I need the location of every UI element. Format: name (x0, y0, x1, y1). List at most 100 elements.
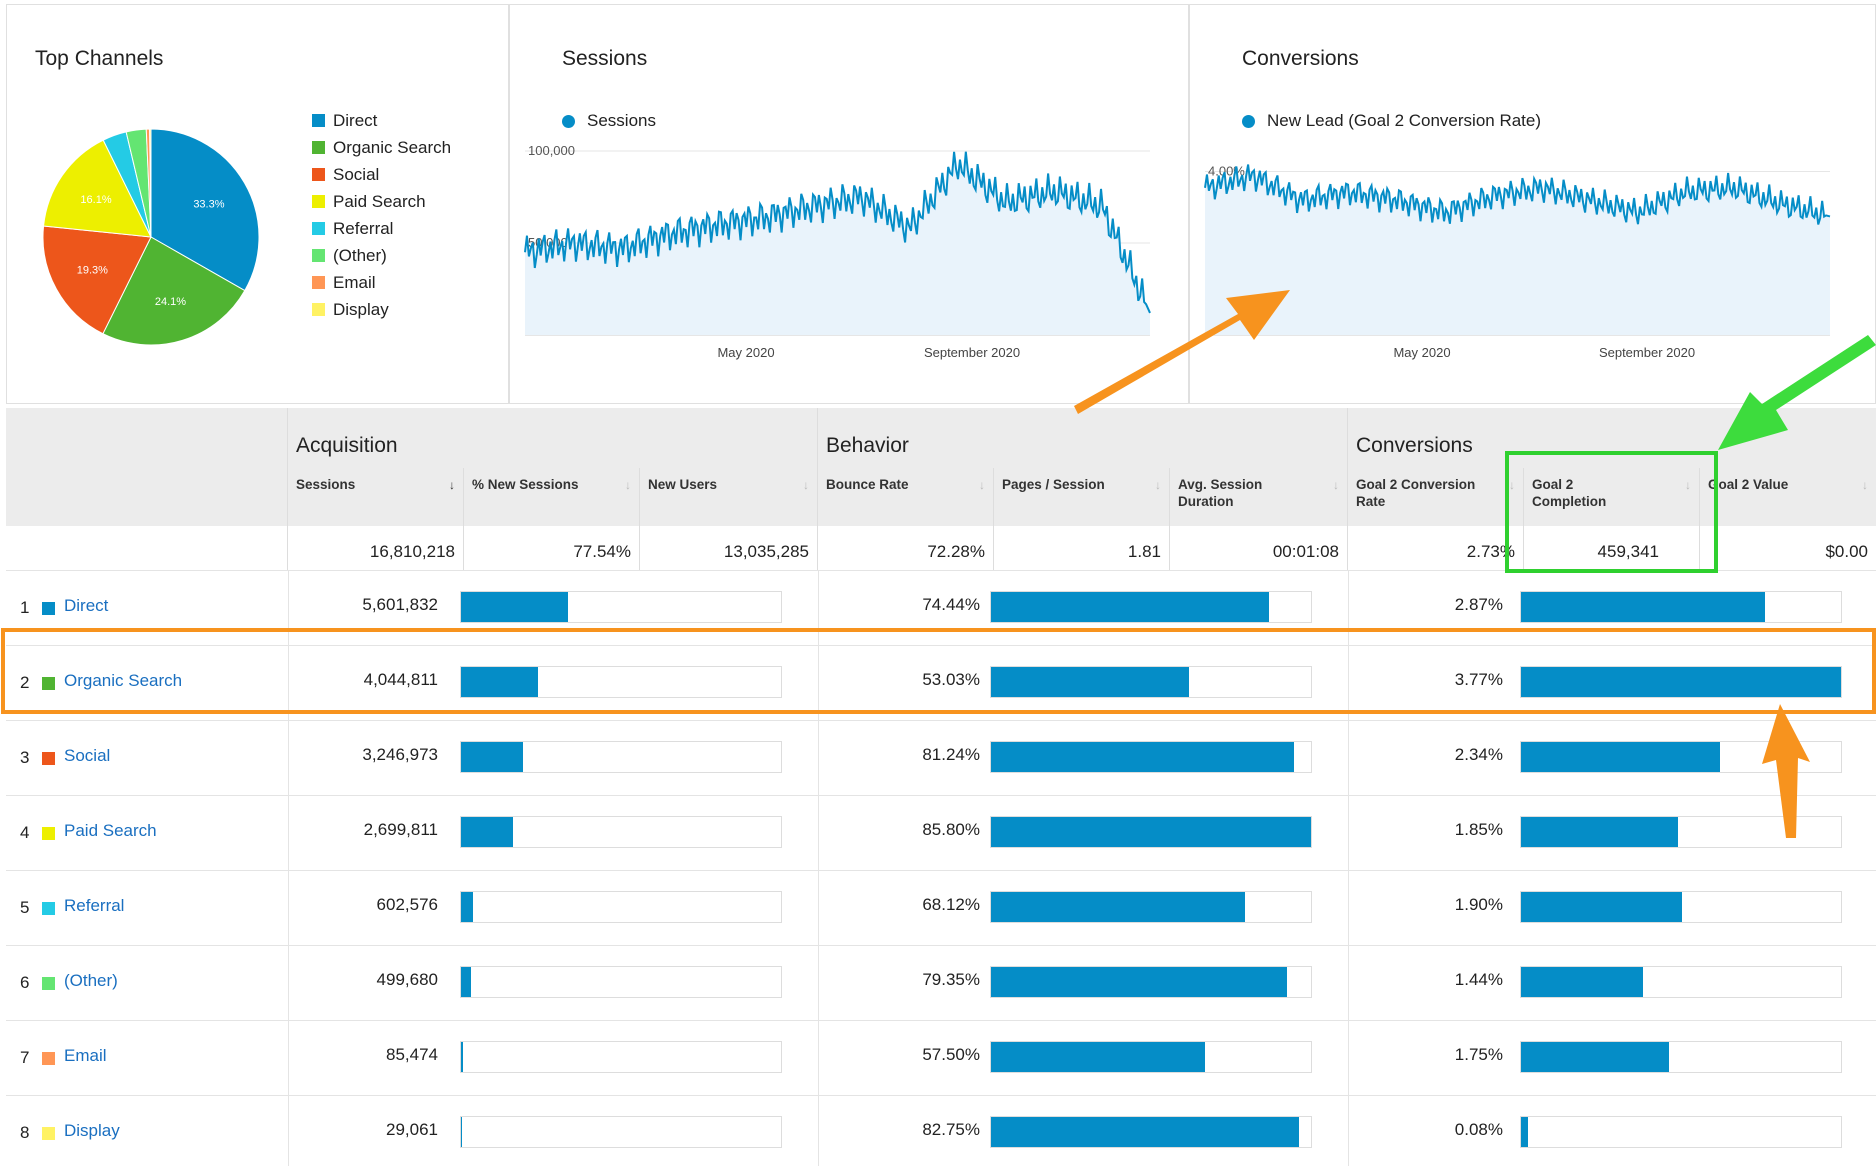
goal-rate-column-header[interactable]: Goal 2 Conversion Rate ↓ (1348, 468, 1524, 526)
bounce-bar-fill (991, 592, 1269, 622)
bounce-bar-fill (991, 1042, 1206, 1072)
row-color-swatch (42, 827, 55, 840)
sessions-title: Sessions (562, 47, 648, 70)
row-dimension-cell: 4 Paid Search (6, 796, 288, 871)
sessions-column-header[interactable]: Sessions ↓ (288, 468, 464, 526)
totals-label-cell (6, 526, 288, 570)
series-line[interactable] (1204, 164, 1831, 225)
sessions-bar-track (460, 591, 782, 623)
pie-slice-label: 16.1% (80, 194, 111, 206)
legend-item[interactable]: Display (312, 296, 451, 323)
channel-link[interactable]: Display (64, 1121, 120, 1140)
row-dimension-cell: 7 Email (6, 1021, 288, 1096)
series-line[interactable] (524, 151, 1151, 314)
channel-link[interactable]: Email (64, 1046, 107, 1065)
total-new-sessions: 77.54% (464, 526, 640, 570)
row-dimension-cell: 6 (Other) (6, 946, 288, 1021)
pie-slice-social[interactable] (42, 225, 152, 335)
goal-value-column-header[interactable]: Goal 2 Value ↓ (1700, 468, 1876, 526)
row-goal-rate: 1.75% (1454, 1045, 1503, 1064)
bounce-bar-fill (991, 742, 1295, 772)
table-row: 6 (Other) 499,680 79.35% 1.44% (6, 945, 1876, 1020)
legend-label: Display (333, 299, 389, 319)
legend-swatch (312, 303, 325, 316)
sort-down-icon[interactable]: ↓ (449, 478, 455, 492)
legend-item[interactable]: (Other) (312, 242, 451, 269)
sort-icon[interactable]: ↓ (1862, 478, 1868, 492)
row-number: 7 (20, 1048, 30, 1067)
row-goal-rate: 0.08% (1454, 1120, 1503, 1139)
total-goal-rate: 2.73% (1348, 526, 1524, 570)
legend-item[interactable]: Email (312, 269, 451, 296)
table-row: 5 Referral 602,576 68.12% 1.90% (6, 870, 1876, 945)
row-sessions: 4,044,811 (363, 670, 438, 689)
legend-item[interactable]: Paid Search (312, 188, 451, 215)
channel-link[interactable]: Referral (64, 896, 125, 915)
row-goal-rate: 3.77% (1454, 670, 1503, 689)
goal-rate-bar-track (1520, 666, 1842, 698)
sort-icon[interactable]: ↓ (803, 478, 809, 492)
goal-rate-bar-track (1520, 816, 1842, 848)
sort-icon[interactable]: ↓ (979, 478, 985, 492)
row-number: 4 (20, 823, 30, 842)
goal-rate-bar-track (1520, 741, 1842, 773)
bounce-bar-track (990, 666, 1312, 698)
channel-link[interactable]: Social (64, 746, 111, 765)
goal-rate-bar-track (1520, 1116, 1842, 1148)
goal-completion-column-header[interactable]: Goal 2 Completion ↓ (1524, 468, 1700, 526)
table-row: 3 Social 3,246,973 81.24% 2.34% (6, 720, 1876, 795)
sort-icon[interactable]: ↓ (1509, 478, 1515, 492)
pie-slice-paid-search[interactable] (43, 139, 152, 238)
sessions-bar-track (460, 1041, 782, 1073)
legend-item[interactable]: Social (312, 161, 451, 188)
behavior-title: Behavior (826, 434, 909, 457)
avg-duration-column-header[interactable]: Avg. Session Duration ↓ (1170, 468, 1348, 526)
channel-link[interactable]: Organic Search (64, 671, 183, 690)
x-tick-label: September 2020 (924, 345, 1020, 360)
column-divider (288, 570, 289, 1166)
goal-rate-bar-track (1520, 966, 1842, 998)
sort-icon[interactable]: ↓ (1155, 478, 1161, 492)
x-tick-label: May 2020 (1393, 345, 1450, 360)
sort-icon[interactable]: ↓ (1333, 478, 1339, 492)
row-number: 6 (20, 973, 30, 992)
legend-item[interactable]: Referral (312, 215, 451, 242)
sort-icon[interactable]: ↓ (625, 478, 631, 492)
new-sessions-column-header[interactable]: % New Sessions ↓ (464, 468, 640, 526)
sessions-series-legend[interactable]: Sessions (562, 111, 656, 131)
new-users-column-header[interactable]: New Users ↓ (640, 468, 818, 526)
row-number: 5 (20, 898, 30, 917)
legend-swatch (312, 249, 325, 262)
sessions-bar-fill (461, 1042, 463, 1072)
pie-slice-direct[interactable] (150, 128, 260, 292)
top-channels-pie-chart[interactable]: 33.3% 24.1% 19.3% 16.1% (31, 117, 271, 357)
bounce-bar-fill (991, 667, 1189, 697)
pie-slice-organic-search[interactable] (102, 236, 246, 346)
new-sessions-column-label: % New Sessions (472, 477, 579, 492)
row-sessions: 5,601,832 (362, 595, 438, 614)
legend-label: Direct (333, 110, 378, 130)
row-sessions: 3,246,973 (362, 745, 438, 764)
sessions-bar-fill (461, 667, 539, 697)
pages-session-column-header[interactable]: Pages / Session ↓ (994, 468, 1170, 526)
conversions-series-legend[interactable]: New Lead (Goal 2 Conversion Rate) (1242, 111, 1541, 131)
total-new-users: 13,035,285 (640, 526, 818, 570)
channel-link[interactable]: (Other) (64, 971, 118, 990)
row-goal-rate: 2.34% (1454, 745, 1503, 764)
y-tick-label: 4.00% (1208, 163, 1245, 178)
row-color-swatch (42, 677, 55, 690)
bounce-rate-column-header[interactable]: Bounce Rate ↓ (818, 468, 994, 526)
sort-icon[interactable]: ↓ (1685, 478, 1691, 492)
legend-item[interactable]: Direct (312, 107, 451, 134)
channel-link[interactable]: Direct (64, 596, 109, 615)
pie-slice-display[interactable] (149, 128, 152, 238)
goal-rate-bar-fill (1521, 892, 1683, 922)
legend-item[interactable]: Organic Search (312, 134, 451, 161)
channel-link[interactable]: Paid Search (64, 821, 157, 840)
top-channels-panel: Top Channels 33.3% 24.1% 19.3% 16.1% Direct… (6, 4, 509, 404)
bounce-bar-track (990, 591, 1312, 623)
row-color-swatch (42, 1127, 55, 1140)
bounce-bar-fill (991, 1117, 1300, 1147)
